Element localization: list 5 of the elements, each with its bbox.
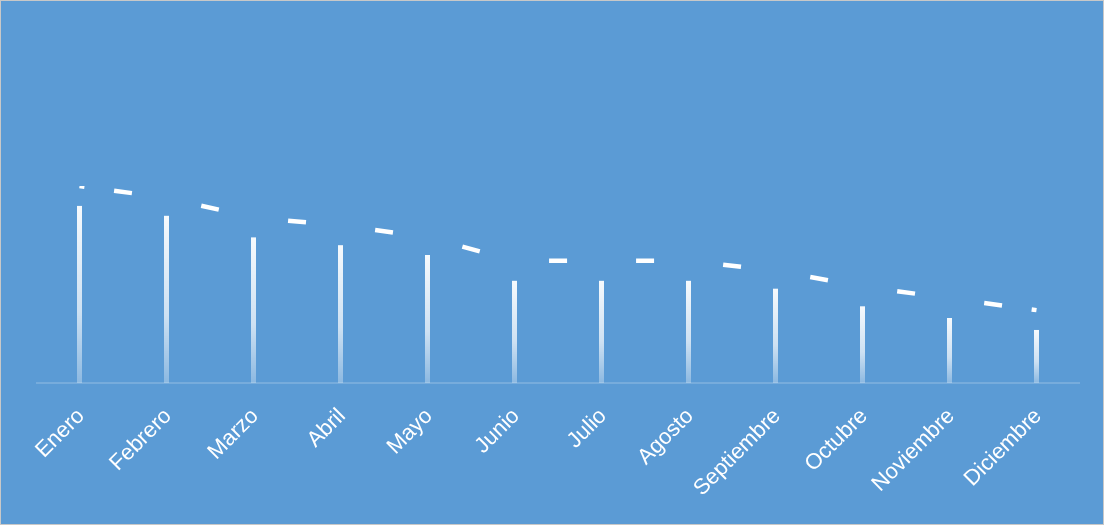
bar: [1034, 329, 1039, 383]
bar: [773, 288, 778, 383]
bar: [947, 317, 952, 383]
bar: [860, 306, 865, 383]
x-tick-label: Julio: [561, 402, 612, 453]
